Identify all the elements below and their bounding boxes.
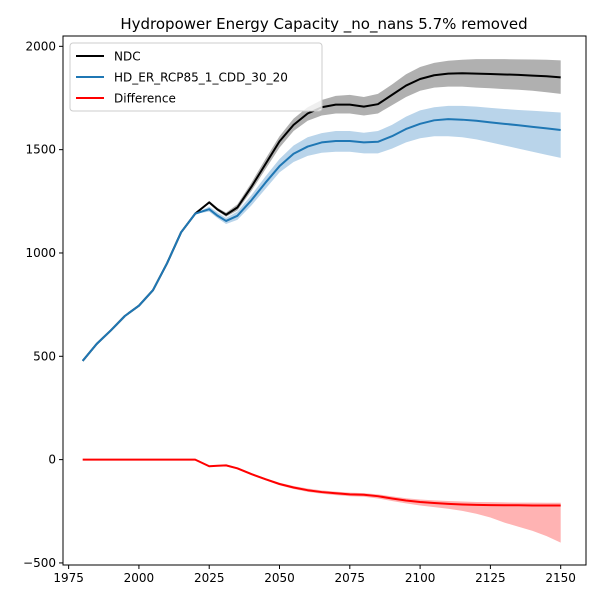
y-tick-label: −500 (23, 556, 56, 570)
x-tick-label: 2150 (545, 571, 576, 585)
y-axis: −500 0 500 1000 1500 2000 (23, 39, 63, 570)
y-tick-label: 500 (33, 349, 56, 363)
x-tick-label: 2000 (124, 571, 155, 585)
chart-title: Hydropower Energy Capacity _no_nans 5.7%… (120, 15, 527, 34)
legend-label: HD_ER_RCP85_1_CDD_30_20 (114, 71, 288, 85)
legend-box (69, 42, 323, 112)
x-tick-label: 2125 (475, 571, 506, 585)
plot-frame (62, 35, 587, 566)
x-tick-label: 2100 (405, 571, 436, 585)
band-difference (82, 459, 561, 543)
legend-label: Difference (114, 92, 176, 106)
x-tick-label: 2025 (194, 571, 225, 585)
x-axis: 1975 2000 2025 2050 2075 2100 2125 2150 (53, 565, 576, 585)
y-tick-label: 1000 (25, 246, 56, 260)
line-difference (82, 458, 561, 507)
legend-label: NDC (114, 50, 141, 64)
line-hd-er-rcp85-1-cdd-30-20 (81, 118, 561, 362)
y-tick-label: 1500 (25, 143, 56, 157)
x-tick-label: 1975 (53, 571, 84, 585)
x-tick-label: 2075 (335, 571, 366, 585)
y-tick-label: 0 (48, 453, 56, 467)
confidence-bands (82, 59, 561, 543)
legend: NDC HD_ER_RCP85_1_CDD_30_20 Difference (69, 42, 323, 112)
x-tick-label: 2050 (264, 571, 295, 585)
band-hd-er-rcp85-1-cdd-30-20 (82, 105, 561, 361)
band-ndc (82, 59, 561, 361)
y-tick-label: 2000 (25, 39, 56, 53)
